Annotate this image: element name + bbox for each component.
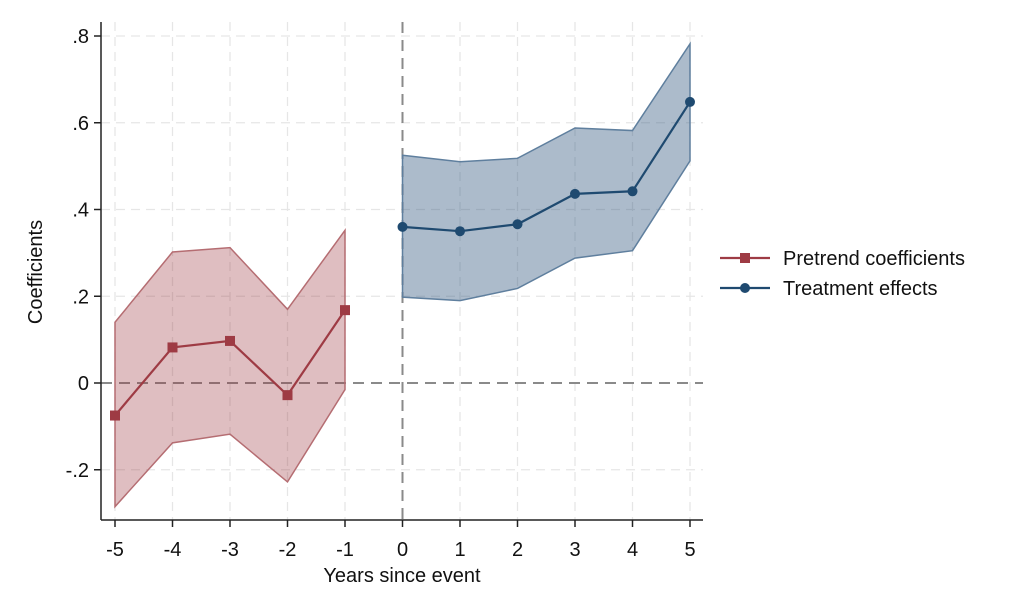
y-tick-label: -.2 — [66, 460, 89, 482]
data-point-square — [282, 390, 293, 401]
data-point-square — [225, 335, 235, 346]
x-tick-label: 2 — [512, 539, 523, 561]
confidence-bands — [114, 41, 691, 509]
data-point-square — [110, 410, 120, 421]
y-tick-label: .4 — [72, 200, 89, 222]
x-tick-label: 0 — [397, 539, 408, 561]
x-tick-label: -1 — [336, 539, 354, 561]
data-point-square — [340, 305, 350, 316]
data-point-circle — [570, 188, 580, 199]
data-point-circle — [627, 186, 638, 197]
legend: Pretrend coefficients Treatment effects — [720, 248, 965, 300]
legend-marker-square — [740, 253, 750, 263]
x-tick-label: -3 — [221, 539, 239, 561]
y-tick-label: .2 — [72, 286, 89, 308]
data-point-circle — [397, 221, 408, 232]
series-markers — [110, 96, 695, 421]
x-tick-label: 3 — [569, 539, 580, 561]
legend-label: Pretrend coefficients — [783, 248, 965, 270]
data-point-circle — [455, 226, 465, 237]
ci-band-pretrend — [114, 228, 346, 509]
x-tick-label: -2 — [279, 539, 297, 561]
legend-label: Treatment effects — [783, 278, 938, 300]
legend-marker-circle — [740, 283, 750, 293]
reference-lines — [101, 22, 703, 520]
data-point-square — [167, 342, 178, 353]
x-tick-label: 1 — [454, 539, 465, 561]
x-tick-label: 5 — [684, 539, 695, 561]
x-axis-ticks: -5 -4 -3 -2 -1 0 1 2 3 4 5 — [106, 520, 696, 561]
ci-band-treatment — [401, 41, 691, 302]
series-line-treatment — [402, 101, 691, 233]
y-axis-ticks: -.2 0 .2 .4 .6 .8 — [66, 26, 101, 482]
y-axis-title: Coefficients — [25, 220, 47, 324]
x-tick-label: -5 — [106, 539, 124, 561]
x-axis-title: Years since event — [323, 565, 481, 587]
y-tick-label: .8 — [72, 26, 89, 48]
x-tick-label: -4 — [164, 539, 182, 561]
y-tick-label: 0 — [78, 373, 89, 395]
data-point-circle — [685, 96, 695, 107]
x-tick-label: 4 — [627, 539, 638, 561]
y-tick-label: .6 — [72, 113, 89, 135]
data-point-circle — [512, 219, 523, 230]
